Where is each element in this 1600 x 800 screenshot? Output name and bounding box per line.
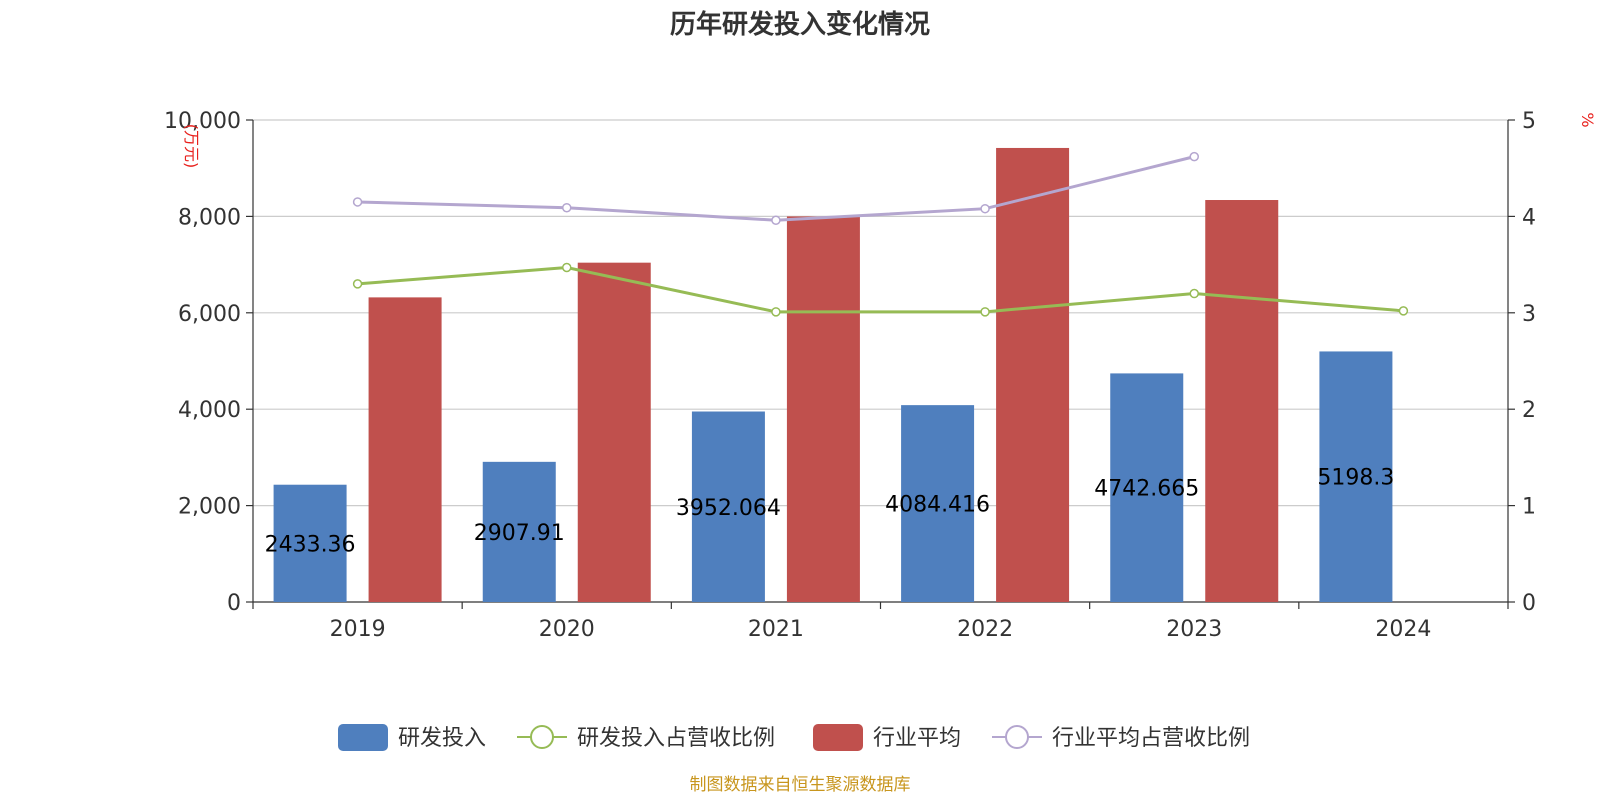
legend-swatch [813, 724, 863, 751]
bars [273, 147, 1393, 602]
bar [368, 297, 442, 602]
line-point [1398, 306, 1409, 316]
data-label: 5198.3 [1317, 466, 1394, 491]
legend: 研发投入 研发投入占营收比例 行业平均 行业平均占营收比例 [338, 724, 1250, 751]
x-axis-tick-label: 2023 [1166, 617, 1222, 642]
legend-marker [530, 725, 554, 749]
data-labels: 2433.36 2907.91 3952.064 4084.416 4742.665 51… [265, 466, 1395, 558]
data-label: 4084.416 [885, 493, 990, 518]
bar [901, 405, 975, 602]
line-point [771, 215, 781, 226]
right-axis-tick-label: 3 [1522, 302, 1536, 327]
data-label: 2433.36 [265, 532, 356, 557]
x-axis-tick-label: 2021 [748, 617, 804, 642]
right-axis-tick-label: 5 [1522, 109, 1536, 134]
lines [352, 151, 1409, 317]
bar [691, 411, 765, 602]
line-point [771, 307, 781, 317]
line-point [980, 307, 990, 317]
x-axis-tick-label: 2022 [957, 617, 1013, 642]
data-label: 4742.665 [1094, 477, 1199, 502]
left-axis-tick-label: 0 [227, 591, 241, 616]
x-axis-tick-label: 2024 [1375, 617, 1431, 642]
bar [273, 484, 347, 602]
line-point [1189, 151, 1199, 162]
line-point [352, 197, 363, 207]
bar [482, 461, 556, 602]
legend-label: 行业平均占营收比例 [1052, 726, 1250, 751]
right-axis-tick-label: 0 [1522, 591, 1536, 616]
left-axis-tick-label: 6,000 [178, 302, 241, 327]
bar [786, 216, 860, 602]
legend-label: 研发投入 [398, 726, 486, 751]
legend-marker [1005, 725, 1029, 749]
x-axis-tick-label: 2020 [539, 617, 595, 642]
left-axis-tick-label: 2,000 [178, 495, 241, 520]
data-label: 3952.064 [676, 496, 781, 521]
right-axis-tick-label: 1 [1522, 495, 1536, 520]
data-label: 2907.91 [474, 521, 565, 546]
bar [996, 147, 1070, 602]
x-axis-tick-label: 2019 [330, 617, 386, 642]
left-axis-tick-label: 8,000 [178, 205, 241, 230]
legend-label: 研发投入占营收比例 [577, 726, 775, 751]
series-line [357, 265, 1404, 314]
legend-label: 行业平均 [873, 726, 961, 751]
bar [577, 262, 651, 602]
line-point [562, 202, 572, 213]
bar [1110, 373, 1184, 602]
left-axis-unit: (万元) [182, 124, 201, 169]
axes: 0 2,000 4,000 6,000 8,000 10,000 0 1 2 3 4 5 2019 202… [164, 109, 1536, 642]
bar [1319, 351, 1393, 602]
right-axis-tick-label: 2 [1522, 398, 1536, 423]
chart-title: 历年研发投入变化情况 [670, 9, 930, 40]
source-note: 制图数据来自恒生聚源数据库 [690, 775, 911, 795]
right-axis-tick-label: 4 [1522, 205, 1536, 230]
line-point [352, 279, 363, 289]
bar [1205, 200, 1279, 602]
left-axis-tick-label: 10,000 [164, 109, 241, 134]
line-point [562, 262, 572, 273]
line-point [980, 203, 990, 214]
right-axis-unit: % [1578, 112, 1597, 127]
left-axis-tick-label: 4,000 [178, 398, 241, 423]
line-point [1189, 288, 1199, 299]
legend-swatch [338, 724, 388, 751]
